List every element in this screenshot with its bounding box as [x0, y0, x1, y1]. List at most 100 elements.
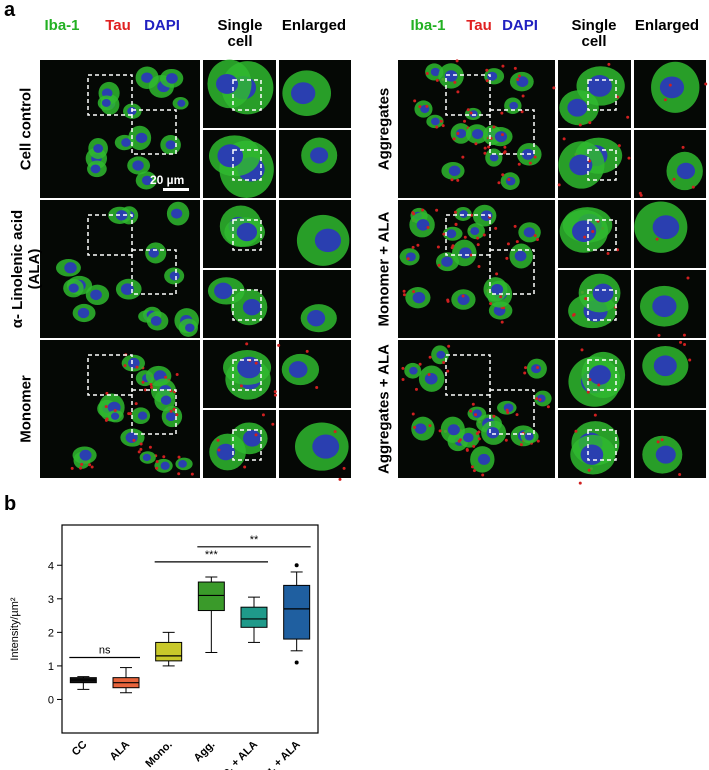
- tau-dot: [483, 146, 487, 150]
- tau-dot: [441, 124, 445, 128]
- tau-dot: [418, 362, 422, 366]
- tau-dot: [123, 364, 127, 368]
- nucleus: [409, 366, 418, 375]
- roi-box: [587, 359, 617, 391]
- nucleus: [509, 101, 519, 110]
- cells: [666, 145, 703, 191]
- x-tick-label: Agg.: [192, 739, 218, 765]
- nucleus: [567, 98, 588, 117]
- tau-dot: [261, 413, 265, 417]
- tau-dot: [682, 333, 686, 337]
- tau-dot: [535, 238, 539, 242]
- tau-dot: [149, 382, 153, 386]
- tau-dot: [402, 289, 406, 293]
- nucleus: [141, 72, 153, 83]
- nucleus: [141, 175, 153, 186]
- tau-dot: [574, 429, 578, 433]
- nucleus: [592, 283, 614, 303]
- tau-dot: [333, 430, 337, 434]
- tau-dot: [169, 409, 173, 413]
- row-label: Monomer + ALA: [375, 211, 393, 327]
- nucleus: [68, 283, 79, 293]
- nucleus: [676, 162, 696, 180]
- tau-dot: [413, 99, 417, 103]
- nucleus: [459, 247, 472, 259]
- cells: [282, 70, 332, 116]
- tau-dot: [469, 111, 473, 115]
- tau-dot: [438, 429, 442, 433]
- nucleus: [414, 423, 427, 434]
- tau-dot: [497, 181, 501, 185]
- tau-dot: [453, 80, 457, 84]
- nucleus: [491, 283, 504, 295]
- nucleus: [217, 144, 244, 168]
- tau-dot: [271, 422, 275, 426]
- tau-dot: [439, 119, 443, 123]
- cells: [568, 273, 621, 329]
- roi-box: [232, 219, 262, 251]
- nucleus: [242, 298, 262, 316]
- nucleus: [312, 434, 340, 459]
- tau-dot: [572, 312, 576, 316]
- cells: [301, 137, 338, 174]
- tau-dot: [139, 447, 143, 451]
- nucleus: [486, 427, 500, 439]
- tau-dot: [517, 162, 521, 166]
- roi-box: [232, 79, 262, 111]
- tau-dot: [477, 437, 481, 441]
- cells: [277, 343, 320, 389]
- nucleus: [472, 129, 484, 140]
- tau-dot: [597, 383, 601, 387]
- tau-dot: [533, 155, 537, 159]
- tau-dot: [536, 366, 540, 370]
- column-header: Iba-1: [410, 17, 446, 34]
- tau-dot: [538, 398, 542, 402]
- tau-dot: [617, 144, 621, 148]
- tau-dot: [607, 62, 611, 66]
- nucleus: [101, 88, 113, 98]
- tau-dot: [338, 477, 342, 481]
- tau-dot: [639, 193, 643, 197]
- tau-dot: [315, 385, 319, 389]
- tau-dot: [342, 466, 346, 470]
- tau-dot: [503, 145, 507, 149]
- tau-dot: [487, 145, 491, 149]
- tau-dot: [437, 263, 441, 267]
- nucleus: [120, 283, 134, 295]
- tau-dot: [476, 236, 480, 240]
- tau-dot: [305, 349, 309, 353]
- tau-dot: [177, 455, 181, 459]
- tau-dot: [148, 445, 152, 449]
- nucleus: [424, 373, 438, 385]
- tau-dot: [588, 121, 592, 125]
- nucleus: [160, 395, 172, 405]
- tau-dot: [135, 365, 139, 369]
- nucleus: [436, 350, 446, 359]
- tau-dot: [172, 407, 176, 411]
- roi-box: [587, 219, 617, 251]
- nucleus: [115, 210, 128, 221]
- tau-dot: [134, 402, 138, 406]
- tau-dot: [584, 297, 588, 301]
- cells: [399, 204, 541, 324]
- tau-dot: [492, 414, 496, 418]
- cells: [557, 137, 631, 189]
- tau-dot: [503, 150, 507, 154]
- tau-dot: [243, 465, 247, 469]
- nucleus: [236, 222, 258, 242]
- roi-box: [445, 354, 491, 396]
- tau-dot: [683, 342, 687, 346]
- tau-dot: [401, 378, 405, 382]
- tau-dot: [466, 108, 470, 112]
- tau-dot: [113, 408, 117, 412]
- tau-dot: [520, 110, 524, 114]
- tau-dot: [521, 94, 525, 98]
- nucleus: [416, 219, 430, 231]
- tau-dot: [476, 243, 480, 247]
- tau-dot: [456, 90, 460, 94]
- nucleus: [310, 147, 329, 164]
- tau-dot: [483, 151, 487, 155]
- tau-dot: [505, 256, 509, 260]
- tau-dot: [470, 465, 474, 469]
- nucleus: [142, 453, 151, 462]
